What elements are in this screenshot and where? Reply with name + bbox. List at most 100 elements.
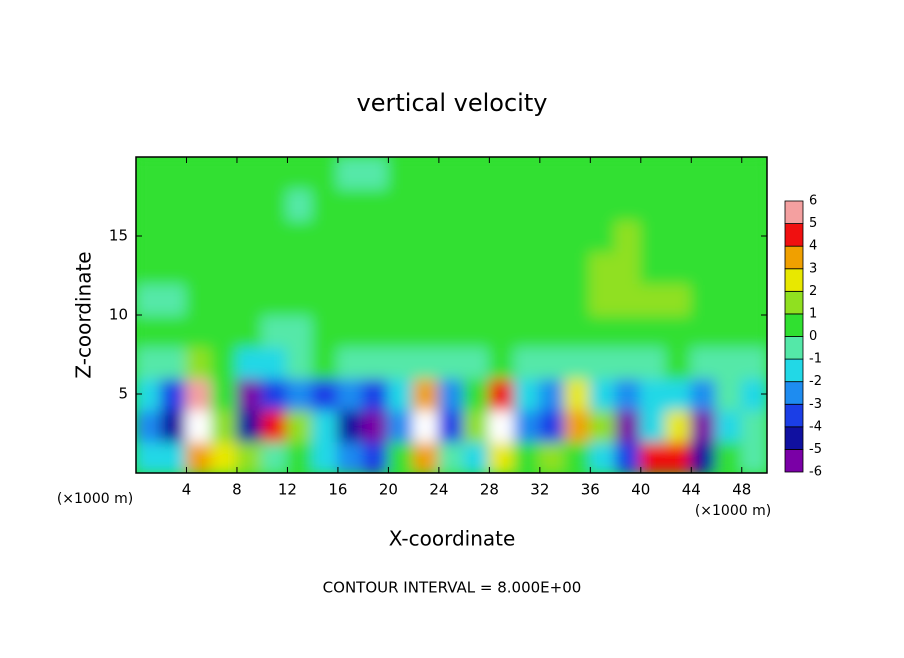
field-cell <box>665 440 693 473</box>
field-cell <box>235 157 264 190</box>
field-cell <box>715 250 743 285</box>
field-cell <box>286 157 314 190</box>
field-cell <box>412 440 440 473</box>
field-cell <box>437 377 466 411</box>
field-cell <box>286 282 314 316</box>
field-cell <box>488 282 516 316</box>
field-cell <box>538 314 567 348</box>
field-cell <box>715 377 743 411</box>
colorbar-band <box>784 449 804 473</box>
field-cell <box>286 377 314 411</box>
field-cell <box>362 440 390 473</box>
field-cell <box>286 408 314 443</box>
field-cell <box>136 187 163 222</box>
field-cell <box>488 219 516 253</box>
field-cell <box>311 187 339 222</box>
field-cell <box>437 314 466 348</box>
field-cell <box>463 377 491 411</box>
field-cell <box>185 157 213 190</box>
field-cell <box>160 440 188 473</box>
field-cell <box>311 440 339 473</box>
field-cell <box>665 282 693 316</box>
field-cell <box>387 250 415 285</box>
field-cell <box>185 219 213 253</box>
field-cell <box>336 282 365 316</box>
field-cell <box>715 157 743 190</box>
field-cells <box>136 157 767 473</box>
y-tick-label: 5 <box>118 385 128 403</box>
field-cell <box>513 345 541 380</box>
field-cell <box>715 408 743 443</box>
field-cell <box>437 408 466 443</box>
colorbar-band <box>784 426 804 450</box>
field-cell <box>740 345 767 380</box>
field-cell <box>715 314 743 348</box>
field-cell <box>235 282 264 316</box>
field-cell <box>639 219 668 253</box>
field-cell <box>589 377 617 411</box>
field-cell <box>412 282 440 316</box>
field-cell <box>387 219 415 253</box>
x-unit-label: (×1000 m) <box>695 503 771 519</box>
field-cell <box>513 314 541 348</box>
field-cell <box>311 345 339 380</box>
field-cell <box>715 440 743 473</box>
field-cell <box>740 314 767 348</box>
chart-title: vertical velocity <box>357 89 548 117</box>
field-cell <box>336 345 365 380</box>
field-cell <box>488 250 516 285</box>
field-cell <box>185 282 213 316</box>
field-cell <box>513 377 541 411</box>
field-cell <box>136 250 163 285</box>
field-cell <box>286 345 314 380</box>
field-cell <box>589 219 617 253</box>
field-cell <box>614 314 642 348</box>
field-cell <box>362 345 390 380</box>
field-cell <box>463 345 491 380</box>
field-cell <box>614 282 642 316</box>
field-cell <box>614 377 642 411</box>
field-cell <box>336 157 365 190</box>
field-cell <box>261 345 289 380</box>
y-tick-label: 15 <box>109 227 128 245</box>
colorbar-label: 6 <box>809 194 817 209</box>
field-cell <box>261 282 289 316</box>
field-cell <box>488 157 516 190</box>
field-cell <box>412 250 440 285</box>
field-cell <box>690 187 718 222</box>
field-cell <box>387 187 415 222</box>
field <box>136 157 767 473</box>
field-cell <box>614 408 642 443</box>
field-cell <box>488 187 516 222</box>
field-cell <box>261 250 289 285</box>
field-cell <box>387 377 415 411</box>
field-cell <box>136 314 163 348</box>
field-cell <box>614 345 642 380</box>
field-cell <box>690 408 718 443</box>
field-cell <box>261 187 289 222</box>
field-cell <box>740 157 767 190</box>
field-cell <box>564 282 592 316</box>
field-cell <box>336 219 365 253</box>
field-cell <box>210 250 238 285</box>
field-cell <box>185 408 213 443</box>
x-tick-label: 4 <box>182 481 192 499</box>
field-cell <box>185 187 213 222</box>
field-cell <box>538 408 567 443</box>
field-cell <box>437 250 466 285</box>
field-cell <box>136 282 163 316</box>
field-cell <box>437 187 466 222</box>
field-cell <box>564 440 592 473</box>
field-cell <box>690 250 718 285</box>
field-cell <box>665 408 693 443</box>
field-cell <box>740 282 767 316</box>
field-cell <box>437 282 466 316</box>
field-cell <box>715 345 743 380</box>
field-cell <box>488 314 516 348</box>
field-cell <box>160 282 188 316</box>
colorbar-label: -5 <box>809 442 822 457</box>
field-cell <box>639 282 668 316</box>
colorbar: -6 -5 -4 -3 -2 -1 0 1 2 3 4 5 6 <box>784 194 822 480</box>
field-cell <box>715 187 743 222</box>
